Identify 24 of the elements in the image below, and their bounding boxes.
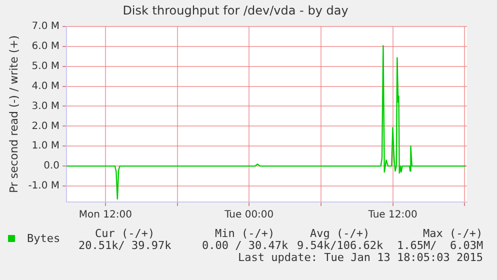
y-axis-title: Pr second read (-) / write (+) [7,35,20,194]
text: Cur (-/+) [95,227,155,240]
text: Avg (-/+) [310,227,370,240]
text: 20.51k/ 39.97k [78,239,172,252]
text: Min (-/+) [215,227,275,240]
text: 1.65M/ 6.03M [397,239,484,252]
x-tick-label: Tue 00:00 [224,210,274,221]
text: 9.54k/106.62k [297,239,384,252]
y-tick-label: 2.0 M [32,120,60,132]
y-tick-label: 7.0 M [32,20,60,32]
chart-title: Disk throughput for /dev/vda - by day [122,3,348,18]
text: Max (-/+) [423,227,483,240]
x-tick-label: Mon 12:00 [78,210,132,221]
y-tick-label: 0.0 [44,160,60,172]
text: Last update: Tue Jan 13 18:05:03 2015 [238,251,484,264]
y-tick-label: 5.0 M [32,60,60,72]
y-tick-label: 3.0 M [32,100,60,112]
y-tick-label: 4.0 M [32,80,60,92]
x-tick-label: Tue 12:00 [367,210,418,221]
text: 0.00 / 30.47k [202,239,288,252]
legend-label: Bytes [27,232,60,245]
y-tick-label: 6.0 M [32,40,60,52]
y-tick-label: -1.0 M [28,180,60,192]
y-tick-label: 1.0 M [32,140,60,152]
